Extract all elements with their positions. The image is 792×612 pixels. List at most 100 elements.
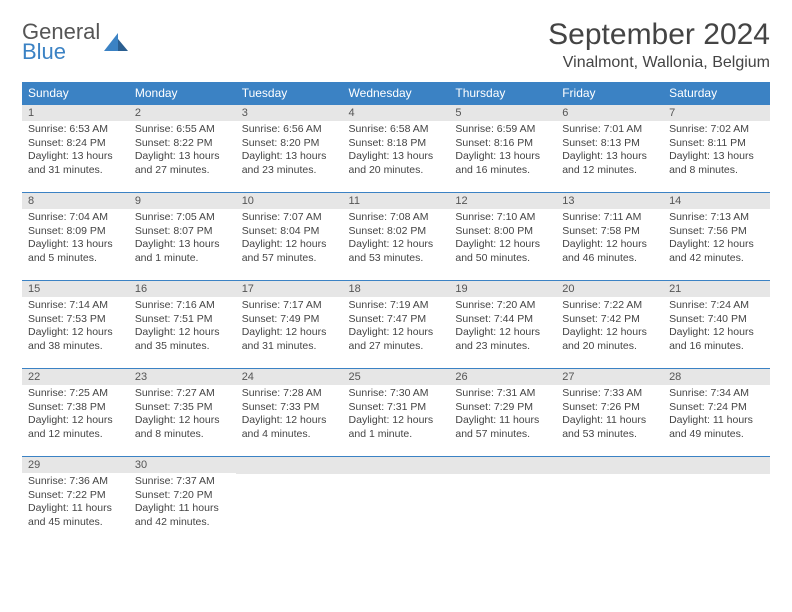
day-number: 5: [449, 105, 556, 121]
calendar-cell: 15Sunrise: 7:14 AMSunset: 7:53 PMDayligh…: [22, 281, 129, 369]
empty-day-bar: [663, 457, 770, 474]
day-details: Sunrise: 6:56 AMSunset: 8:20 PMDaylight:…: [236, 121, 343, 182]
empty-day-bar: [236, 457, 343, 474]
calendar-cell: 29Sunrise: 7:36 AMSunset: 7:22 PMDayligh…: [22, 457, 129, 545]
day-number: 6: [556, 105, 663, 121]
logo: General Blue: [22, 22, 128, 62]
weekday-header: Tuesday: [236, 82, 343, 105]
empty-day-bar: [449, 457, 556, 474]
logo-triangle-icon: [104, 33, 128, 51]
calendar-cell: 11Sunrise: 7:08 AMSunset: 8:02 PMDayligh…: [343, 193, 450, 281]
calendar-row: 29Sunrise: 7:36 AMSunset: 7:22 PMDayligh…: [22, 457, 770, 545]
day-details: Sunrise: 7:37 AMSunset: 7:20 PMDaylight:…: [129, 473, 236, 534]
day-details: Sunrise: 7:13 AMSunset: 7:56 PMDaylight:…: [663, 209, 770, 270]
calendar-row: 15Sunrise: 7:14 AMSunset: 7:53 PMDayligh…: [22, 281, 770, 369]
calendar-cell: 1Sunrise: 6:53 AMSunset: 8:24 PMDaylight…: [22, 105, 129, 193]
day-details: Sunrise: 7:11 AMSunset: 7:58 PMDaylight:…: [556, 209, 663, 270]
day-details: Sunrise: 7:04 AMSunset: 8:09 PMDaylight:…: [22, 209, 129, 270]
calendar-header-row: SundayMondayTuesdayWednesdayThursdayFrid…: [22, 82, 770, 105]
day-details: Sunrise: 7:01 AMSunset: 8:13 PMDaylight:…: [556, 121, 663, 182]
empty-day-bar: [556, 457, 663, 474]
day-details: Sunrise: 7:16 AMSunset: 7:51 PMDaylight:…: [129, 297, 236, 358]
day-details: Sunrise: 7:08 AMSunset: 8:02 PMDaylight:…: [343, 209, 450, 270]
weekday-header: Sunday: [22, 82, 129, 105]
day-number: 17: [236, 281, 343, 297]
day-number: 11: [343, 193, 450, 209]
day-details: Sunrise: 7:30 AMSunset: 7:31 PMDaylight:…: [343, 385, 450, 446]
calendar-cell: 27Sunrise: 7:33 AMSunset: 7:26 PMDayligh…: [556, 369, 663, 457]
day-details: Sunrise: 6:55 AMSunset: 8:22 PMDaylight:…: [129, 121, 236, 182]
calendar-cell: [343, 457, 450, 545]
calendar-cell: 19Sunrise: 7:20 AMSunset: 7:44 PMDayligh…: [449, 281, 556, 369]
calendar-cell: 5Sunrise: 6:59 AMSunset: 8:16 PMDaylight…: [449, 105, 556, 193]
calendar-cell: 9Sunrise: 7:05 AMSunset: 8:07 PMDaylight…: [129, 193, 236, 281]
day-details: Sunrise: 7:02 AMSunset: 8:11 PMDaylight:…: [663, 121, 770, 182]
weekday-header: Saturday: [663, 82, 770, 105]
weekday-header: Thursday: [449, 82, 556, 105]
day-details: Sunrise: 6:53 AMSunset: 8:24 PMDaylight:…: [22, 121, 129, 182]
day-details: Sunrise: 7:17 AMSunset: 7:49 PMDaylight:…: [236, 297, 343, 358]
weekday-header: Monday: [129, 82, 236, 105]
day-number: 9: [129, 193, 236, 209]
calendar-row: 8Sunrise: 7:04 AMSunset: 8:09 PMDaylight…: [22, 193, 770, 281]
calendar-cell: 25Sunrise: 7:30 AMSunset: 7:31 PMDayligh…: [343, 369, 450, 457]
day-number: 22: [22, 369, 129, 385]
day-details: Sunrise: 7:22 AMSunset: 7:42 PMDaylight:…: [556, 297, 663, 358]
calendar-cell: 18Sunrise: 7:19 AMSunset: 7:47 PMDayligh…: [343, 281, 450, 369]
day-details: Sunrise: 7:33 AMSunset: 7:26 PMDaylight:…: [556, 385, 663, 446]
day-number: 16: [129, 281, 236, 297]
calendar-cell: 13Sunrise: 7:11 AMSunset: 7:58 PMDayligh…: [556, 193, 663, 281]
calendar-cell: [663, 457, 770, 545]
day-details: Sunrise: 7:05 AMSunset: 8:07 PMDaylight:…: [129, 209, 236, 270]
calendar-cell: 26Sunrise: 7:31 AMSunset: 7:29 PMDayligh…: [449, 369, 556, 457]
day-number: 24: [236, 369, 343, 385]
calendar-cell: 10Sunrise: 7:07 AMSunset: 8:04 PMDayligh…: [236, 193, 343, 281]
day-number: 1: [22, 105, 129, 121]
day-number: 7: [663, 105, 770, 121]
calendar-cell: 16Sunrise: 7:16 AMSunset: 7:51 PMDayligh…: [129, 281, 236, 369]
day-number: 26: [449, 369, 556, 385]
calendar-cell: 17Sunrise: 7:17 AMSunset: 7:49 PMDayligh…: [236, 281, 343, 369]
day-number: 2: [129, 105, 236, 121]
month-title: September 2024: [548, 18, 770, 52]
calendar-cell: 21Sunrise: 7:24 AMSunset: 7:40 PMDayligh…: [663, 281, 770, 369]
calendar-cell: 30Sunrise: 7:37 AMSunset: 7:20 PMDayligh…: [129, 457, 236, 545]
calendar-table: SundayMondayTuesdayWednesdayThursdayFrid…: [22, 82, 770, 545]
day-number: 10: [236, 193, 343, 209]
calendar-cell: 8Sunrise: 7:04 AMSunset: 8:09 PMDaylight…: [22, 193, 129, 281]
day-details: Sunrise: 7:20 AMSunset: 7:44 PMDaylight:…: [449, 297, 556, 358]
day-details: Sunrise: 7:27 AMSunset: 7:35 PMDaylight:…: [129, 385, 236, 446]
day-details: Sunrise: 7:07 AMSunset: 8:04 PMDaylight:…: [236, 209, 343, 270]
day-details: Sunrise: 7:25 AMSunset: 7:38 PMDaylight:…: [22, 385, 129, 446]
calendar-cell: 24Sunrise: 7:28 AMSunset: 7:33 PMDayligh…: [236, 369, 343, 457]
day-number: 20: [556, 281, 663, 297]
day-number: 15: [22, 281, 129, 297]
logo-text: General Blue: [22, 22, 100, 62]
weekday-header: Friday: [556, 82, 663, 105]
calendar-cell: [556, 457, 663, 545]
day-details: Sunrise: 6:59 AMSunset: 8:16 PMDaylight:…: [449, 121, 556, 182]
calendar-body: 1Sunrise: 6:53 AMSunset: 8:24 PMDaylight…: [22, 105, 770, 545]
calendar-row: 22Sunrise: 7:25 AMSunset: 7:38 PMDayligh…: [22, 369, 770, 457]
day-number: 29: [22, 457, 129, 473]
day-number: 21: [663, 281, 770, 297]
day-details: Sunrise: 7:14 AMSunset: 7:53 PMDaylight:…: [22, 297, 129, 358]
day-details: Sunrise: 6:58 AMSunset: 8:18 PMDaylight:…: [343, 121, 450, 182]
calendar-cell: 7Sunrise: 7:02 AMSunset: 8:11 PMDaylight…: [663, 105, 770, 193]
calendar-cell: 6Sunrise: 7:01 AMSunset: 8:13 PMDaylight…: [556, 105, 663, 193]
day-details: Sunrise: 7:36 AMSunset: 7:22 PMDaylight:…: [22, 473, 129, 534]
day-number: 14: [663, 193, 770, 209]
day-number: 28: [663, 369, 770, 385]
day-number: 23: [129, 369, 236, 385]
day-details: Sunrise: 7:19 AMSunset: 7:47 PMDaylight:…: [343, 297, 450, 358]
calendar-cell: 22Sunrise: 7:25 AMSunset: 7:38 PMDayligh…: [22, 369, 129, 457]
day-number: 30: [129, 457, 236, 473]
day-number: 3: [236, 105, 343, 121]
calendar-cell: 14Sunrise: 7:13 AMSunset: 7:56 PMDayligh…: [663, 193, 770, 281]
calendar-cell: 23Sunrise: 7:27 AMSunset: 7:35 PMDayligh…: [129, 369, 236, 457]
day-number: 19: [449, 281, 556, 297]
day-details: Sunrise: 7:31 AMSunset: 7:29 PMDaylight:…: [449, 385, 556, 446]
day-number: 12: [449, 193, 556, 209]
day-details: Sunrise: 7:28 AMSunset: 7:33 PMDaylight:…: [236, 385, 343, 446]
header: General Blue September 2024 Vinalmont, W…: [22, 18, 770, 72]
